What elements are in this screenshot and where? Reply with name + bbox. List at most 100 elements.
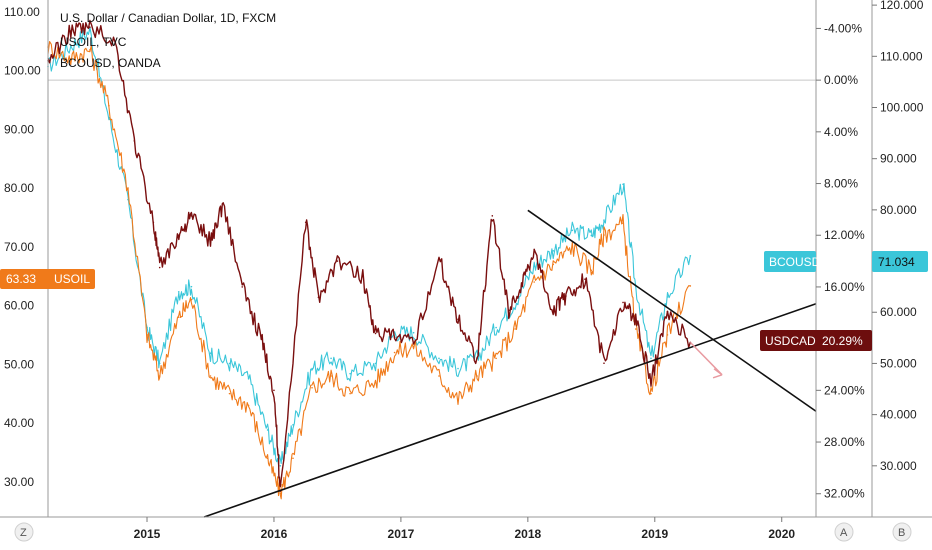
series-usdcad-line (47, 19, 691, 488)
series-bcousd-point-17 (349, 372, 351, 375)
pct-scale-button[interactable]: A (834, 522, 854, 542)
series-usdcad-point-26 (508, 309, 510, 312)
x-axis-tick-4: 2019 (641, 527, 668, 541)
bottom-left-label: Z (20, 527, 27, 539)
bcousd-tag-value-bg (872, 251, 928, 272)
series-usoil-point-18 (374, 381, 377, 383)
pct-axis-tick-4: 12.00% (824, 228, 865, 242)
axis-ticks: 110.00 100.00 90.00 80.00 70.00 60.00 50.00 40.… (4, 0, 924, 541)
series-bcousd-point-7 (177, 290, 180, 293)
right-scale-label: B (898, 527, 905, 539)
left-axis-tick-1: 100.00 (4, 64, 41, 78)
series-usoil-point-11 (247, 404, 250, 407)
right-axis-tick-1: 110.000 (880, 49, 923, 63)
series-usdcad-point-21 (412, 343, 415, 345)
series-usdcad-point-4 (133, 140, 136, 142)
pct-scale-button-bg[interactable] (834, 522, 854, 542)
pct-scale-label: A (840, 527, 848, 539)
series-bcousd-point-9 (209, 352, 212, 354)
right-scale-button-bg[interactable] (892, 522, 912, 542)
series-bcousd-point-20 (412, 331, 415, 334)
series-usoil-point-14 (292, 457, 294, 460)
bcousd-tag-label-bg (764, 251, 816, 272)
series-usdcad-point-7 (177, 234, 180, 237)
usoil-tag-value: 63.33 (6, 272, 36, 286)
series-usoil-point-34 (666, 334, 669, 336)
series-usoil-point-3 (108, 104, 110, 107)
pct-axis-tick-9: 32.00% (824, 487, 865, 501)
series-usdcad-point-12 (260, 337, 263, 340)
right-scale-button[interactable]: B (892, 522, 912, 542)
series-bcousd-point-30 (603, 219, 605, 221)
pct-axis-tick-1: 0.00% (824, 73, 858, 87)
series-bcousd-point-27 (552, 250, 555, 252)
usoil-price-tag: 63.33 USOIL (0, 269, 95, 289)
series-usoil-point-32 (634, 328, 637, 330)
left-axis-tick-0: 110.00 (4, 5, 40, 19)
x-axis-tick-3: 2018 (514, 527, 541, 541)
series-usoil-point-24 (495, 357, 497, 360)
series-usoil-point-7 (177, 316, 180, 319)
right-axis-tick-3: 90.000 (880, 152, 917, 166)
series-usdcad-point-3 (114, 41, 117, 44)
left-axis-tick-7: 40.00 (4, 416, 34, 430)
bcousd-price-tag: BCOUSD 71.034 (764, 251, 928, 272)
series-usdcad-point-18 (362, 275, 364, 278)
right-axis-tick-8: 40.000 (880, 408, 917, 422)
series-bcousd-point-16 (330, 357, 332, 360)
series-usoil-point-1 (70, 57, 72, 60)
right-axis-tick-2: 100.000 (880, 100, 924, 114)
right-axis-tick-0: 120.000 (880, 0, 924, 12)
x-axis-tick-5: 2020 (768, 527, 795, 541)
series-usoil-point-25 (514, 328, 516, 330)
series-usdcad-point-25 (491, 215, 494, 217)
pct-axis-tick-2: 4.00% (824, 125, 858, 139)
series-usoil-point-28 (571, 245, 574, 248)
series-bcousd-point-14 (292, 424, 294, 426)
x-axis-tick-2: 2017 (388, 527, 415, 541)
series-usdcad-point-23 (457, 318, 459, 321)
series-bcousd-point-22 (457, 367, 459, 370)
series-usoil-point-27 (552, 263, 555, 266)
bottom-left-button-bg[interactable] (14, 522, 34, 542)
bottom-left-button[interactable]: Z (14, 522, 34, 542)
series-usdcad-point-13 (273, 389, 275, 392)
series-bcousd-point-1 (70, 45, 72, 47)
series-usoil-point-23 (476, 375, 478, 377)
series-usdcad-point-15 (304, 221, 307, 224)
series-usoil-line (47, 41, 691, 500)
series-bcousd-point-13 (279, 465, 282, 467)
usdcad-price-tag: USDCAD 20.29% (760, 330, 872, 351)
series-usoil-point-20 (412, 345, 415, 348)
series-usdcad-point-11 (241, 286, 244, 288)
right-axis-tick-9: 30.000 (880, 459, 917, 473)
series-bcousd-point-3 (108, 116, 110, 119)
series-usdcad-point-31 (584, 278, 586, 280)
usdcad-tag-bg (760, 330, 872, 351)
pct-axis-tick-8: 28.00% (824, 435, 865, 449)
series-bcousd-point-11 (247, 377, 250, 380)
series-usdcad-point-34 (634, 318, 637, 321)
series-usdcad-point-6 (158, 266, 161, 269)
left-axis-tick-8: 30.00 (4, 475, 34, 489)
series-usoil-point-15 (311, 386, 313, 389)
right-axis-tick-4: 80.000 (880, 203, 917, 217)
series-bcousd-point-26 (533, 265, 535, 267)
series-bcousd-point-10 (228, 362, 231, 365)
series-usoil-point-29 (590, 269, 593, 272)
pct-axis-tick-3: 8.00% (824, 177, 858, 191)
series-usdcad-point-1 (70, 30, 72, 32)
series-bcousd-point-21 (438, 357, 440, 360)
series-bcousd-line (47, 26, 691, 466)
usoil-tag-label: USOIL (54, 272, 90, 286)
plot-area[interactable] (47, 19, 817, 518)
left-axis-tick-6: 50.00 (4, 357, 34, 371)
series-usdcad-point-32 (603, 362, 605, 364)
projection-arrow-head (712, 368, 723, 379)
series-usoil-point-35 (689, 285, 692, 287)
pct-axis-tick-0: -4.00% (824, 21, 862, 35)
usdcad-tag-label: USDCAD (765, 334, 816, 348)
series-bcousd-point-24 (495, 326, 497, 329)
legend-usoil: USOIL, TVC (60, 35, 127, 49)
series-usoil-point-30 (603, 234, 605, 236)
